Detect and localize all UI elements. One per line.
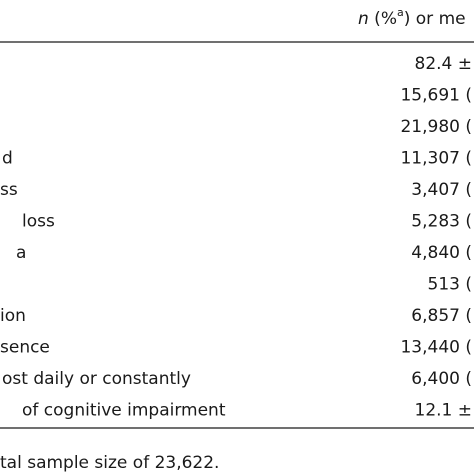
- row-value: 6,400 (: [411, 369, 472, 389]
- footnote: tal sample size of 23,622.: [0, 453, 219, 473]
- row-value: 513 (: [428, 275, 472, 295]
- row-label: ss: [0, 180, 18, 200]
- row-value: 5,283 (: [411, 212, 472, 232]
- row-value: 15,691 (: [400, 86, 472, 106]
- row-label: of cognitive impairment: [22, 401, 226, 421]
- row-label: d: [2, 149, 13, 169]
- row-label: a: [16, 243, 26, 263]
- row-value: 12.1 ±: [415, 401, 473, 421]
- header-superscript: a: [397, 6, 404, 19]
- row-label: sence: [0, 338, 50, 358]
- column-header: n (%a) or me: [358, 6, 466, 29]
- row-value: 82.4 ±: [415, 54, 473, 74]
- row-label: ost daily or constantly: [2, 369, 191, 389]
- row-label: ion: [0, 306, 26, 326]
- header-text: (%: [369, 9, 397, 29]
- row-value: 11,307 (: [400, 149, 472, 169]
- header-n: n: [358, 9, 369, 29]
- row-value: 3,407 (: [411, 180, 472, 200]
- row-value: 13,440 (: [400, 338, 472, 358]
- row-value: 21,980 (: [400, 117, 472, 137]
- row-value: 4,840 (: [411, 243, 472, 263]
- row-value: 6,857 (: [411, 306, 472, 326]
- header-text: ) or me: [404, 9, 466, 29]
- row-label: loss: [22, 212, 55, 232]
